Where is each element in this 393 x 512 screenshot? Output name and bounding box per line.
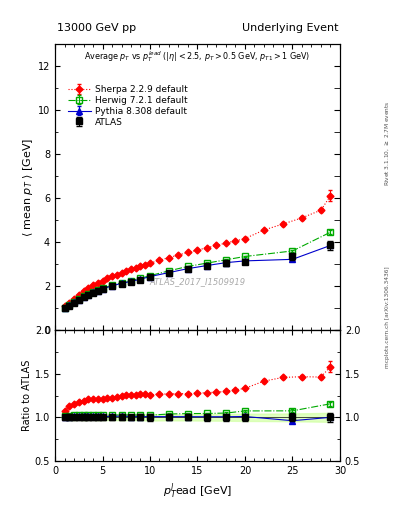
Y-axis label: $\langle$ mean $p_T$ $\rangle$ [GeV]: $\langle$ mean $p_T$ $\rangle$ [GeV]: [21, 137, 35, 237]
Legend: Sherpa 2.2.9 default, Herwig 7.2.1 default, Pythia 8.308 default, ATLAS: Sherpa 2.2.9 default, Herwig 7.2.1 defau…: [65, 82, 191, 130]
X-axis label: $p_T^l$ead [GeV]: $p_T^l$ead [GeV]: [163, 481, 232, 501]
Text: 13000 GeV pp: 13000 GeV pp: [57, 23, 136, 33]
Text: Underlying Event: Underlying Event: [242, 23, 339, 33]
Y-axis label: Ratio to ATLAS: Ratio to ATLAS: [22, 360, 32, 431]
Text: ATLAS_2017_I1509919: ATLAS_2017_I1509919: [149, 277, 246, 286]
Text: Average $p_T$ vs $p_T^{lead}$ ($|\eta| < 2.5$, $p_T > 0.5$ GeV, $p_{T1} > 1$ GeV: Average $p_T$ vs $p_T^{lead}$ ($|\eta| <…: [84, 49, 310, 64]
Text: mcplots.cern.ch [arXiv:1306.3436]: mcplots.cern.ch [arXiv:1306.3436]: [385, 267, 389, 368]
Text: Rivet 3.1.10, $\geq$ 2.7M events: Rivet 3.1.10, $\geq$ 2.7M events: [383, 100, 391, 186]
